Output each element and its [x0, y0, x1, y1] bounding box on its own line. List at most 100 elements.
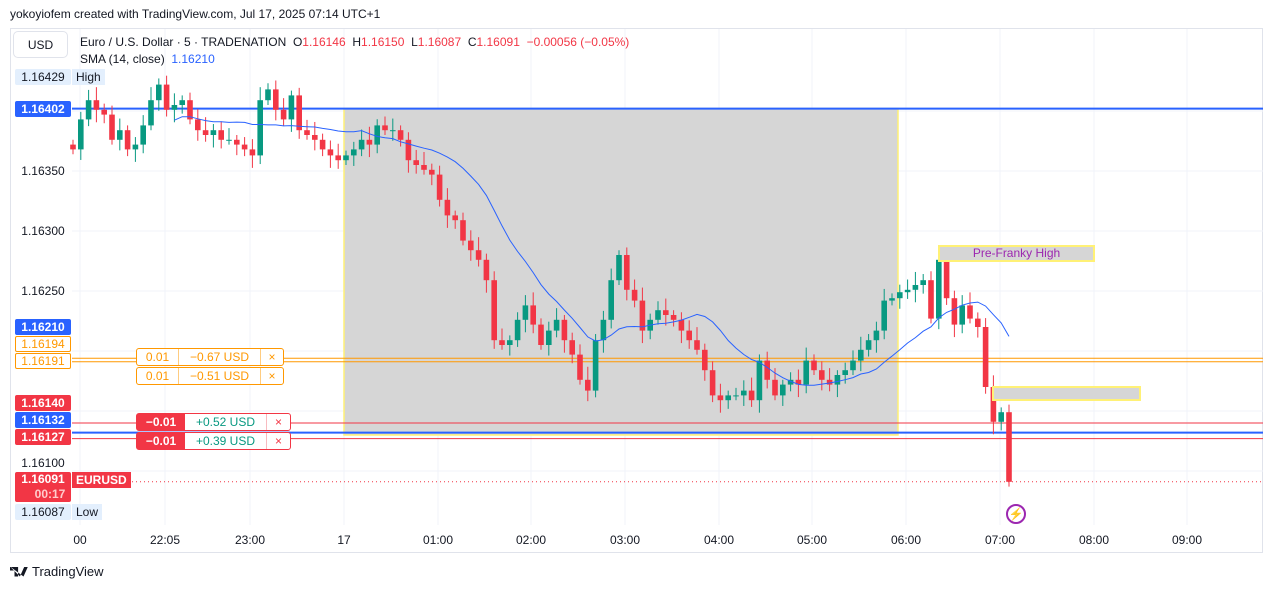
- candle-down[interactable]: [397, 130, 404, 140]
- rectangle-drawing[interactable]: [992, 386, 1141, 401]
- candle-down[interactable]: [444, 199, 451, 216]
- sma-line[interactable]: [174, 116, 1010, 386]
- candle-down[interactable]: [109, 114, 115, 140]
- candle-up[interactable]: [140, 125, 146, 145]
- candle-down[interactable]: [624, 255, 630, 290]
- candle-up[interactable]: [78, 119, 84, 150]
- candle-up[interactable]: [156, 84, 162, 101]
- candle-down[interactable]: [483, 259, 490, 281]
- candle-up[interactable]: [390, 130, 396, 132]
- candle-down[interactable]: [382, 125, 388, 131]
- candle-up[interactable]: [655, 310, 661, 320]
- tradingview-logo[interactable]: TradingView: [10, 564, 104, 579]
- candle-down[interactable]: [93, 100, 100, 110]
- candle-up[interactable]: [85, 100, 92, 120]
- candle-up[interactable]: [374, 125, 380, 145]
- order-line-buy[interactable]: 0.01 −0.51 USD ×: [136, 367, 284, 385]
- candle-down[interactable]: [811, 360, 817, 371]
- candle-down[interactable]: [795, 379, 802, 385]
- candle-down[interactable]: [241, 144, 248, 150]
- candle-down[interactable]: [748, 390, 755, 401]
- candle-down[interactable]: [124, 130, 131, 150]
- candle-down[interactable]: [366, 139, 373, 145]
- candle-down[interactable]: [764, 360, 770, 380]
- candle-down[interactable]: [670, 315, 677, 320]
- candle-up[interactable]: [358, 139, 365, 150]
- currency-button[interactable]: USD: [13, 31, 68, 58]
- close-order-icon[interactable]: ×: [274, 415, 282, 429]
- candle-down[interactable]: [234, 139, 240, 145]
- candle-down[interactable]: [631, 289, 638, 301]
- candle-down[interactable]: [202, 130, 209, 135]
- candle-up[interactable]: [592, 340, 599, 391]
- candle-up[interactable]: [725, 395, 731, 401]
- candle-down[interactable]: [686, 330, 692, 341]
- candle-up[interactable]: [936, 259, 942, 319]
- candle-down[interactable]: [249, 149, 256, 156]
- candle-up[interactable]: [265, 89, 271, 101]
- candle-up[interactable]: [741, 390, 747, 396]
- candle-down[interactable]: [702, 349, 708, 371]
- candle-down[interactable]: [319, 139, 326, 150]
- candle-up[interactable]: [842, 370, 848, 375]
- candle-up[interactable]: [803, 360, 809, 385]
- close-order-icon[interactable]: ×: [268, 350, 276, 364]
- order-line-sell[interactable]: −0.01 +0.39 USD ×: [136, 432, 291, 450]
- order-line-sell[interactable]: −0.01 +0.52 USD ×: [136, 413, 291, 431]
- candle-up[interactable]: [226, 139, 232, 141]
- candle-down[interactable]: [826, 379, 833, 385]
- candle-down[interactable]: [312, 135, 318, 140]
- candle-down[interactable]: [678, 319, 685, 331]
- candle-down[interactable]: [187, 100, 193, 120]
- candle-down[interactable]: [694, 340, 700, 350]
- candle-up[interactable]: [959, 305, 965, 325]
- candle-up[interactable]: [920, 280, 926, 285]
- candle-up[interactable]: [546, 330, 552, 345]
- candle-up[interactable]: [756, 360, 763, 401]
- candle-down[interactable]: [967, 305, 973, 319]
- candle-down[interactable]: [975, 318, 981, 327]
- candle-up[interactable]: [179, 100, 185, 105]
- candle-down[interactable]: [1006, 412, 1012, 482]
- candle-up[interactable]: [881, 300, 887, 331]
- candle-up[interactable]: [210, 130, 217, 135]
- candle-down[interactable]: [70, 144, 76, 150]
- candle-down[interactable]: [452, 215, 458, 221]
- candle-down[interactable]: [195, 119, 201, 131]
- candle-up[interactable]: [998, 412, 1004, 422]
- candle-up[interactable]: [608, 280, 614, 320]
- candle-down[interactable]: [436, 174, 443, 200]
- candle-down[interactable]: [943, 259, 950, 299]
- candle-up[interactable]: [873, 330, 880, 341]
- candle-down[interactable]: [475, 250, 482, 260]
- candle-up[interactable]: [522, 305, 529, 320]
- candle-up[interactable]: [897, 292, 903, 299]
- sma-legend[interactable]: SMA (14, close) 1.16210: [80, 52, 215, 66]
- candle-down[interactable]: [499, 340, 505, 345]
- candle-up[interactable]: [148, 100, 154, 126]
- candle-down[interactable]: [413, 160, 419, 165]
- candle-up[interactable]: [889, 298, 895, 301]
- candle-up[interactable]: [507, 340, 513, 345]
- candle-up[interactable]: [904, 289, 911, 293]
- candle-up[interactable]: [850, 360, 856, 371]
- candle-down[interactable]: [577, 354, 583, 380]
- candle-down[interactable]: [327, 149, 334, 156]
- candle-down[interactable]: [304, 130, 310, 135]
- candle-down[interactable]: [951, 298, 958, 325]
- candle-down[interactable]: [468, 240, 474, 251]
- lightning-event-icon[interactable]: ⚡: [1006, 504, 1026, 524]
- candle-down[interactable]: [429, 169, 435, 175]
- candle-down[interactable]: [280, 109, 287, 120]
- candle-up[interactable]: [171, 105, 178, 110]
- candle-down[interactable]: [561, 319, 568, 341]
- candle-down[interactable]: [530, 305, 536, 325]
- candle-down[interactable]: [569, 340, 575, 355]
- candle-down[interactable]: [990, 387, 997, 422]
- candle-down[interactable]: [772, 379, 778, 396]
- candle-up[interactable]: [288, 95, 295, 120]
- candle-up[interactable]: [780, 384, 786, 396]
- candle-up[interactable]: [733, 395, 739, 397]
- candle-up[interactable]: [351, 149, 357, 156]
- close-order-icon[interactable]: ×: [274, 434, 282, 448]
